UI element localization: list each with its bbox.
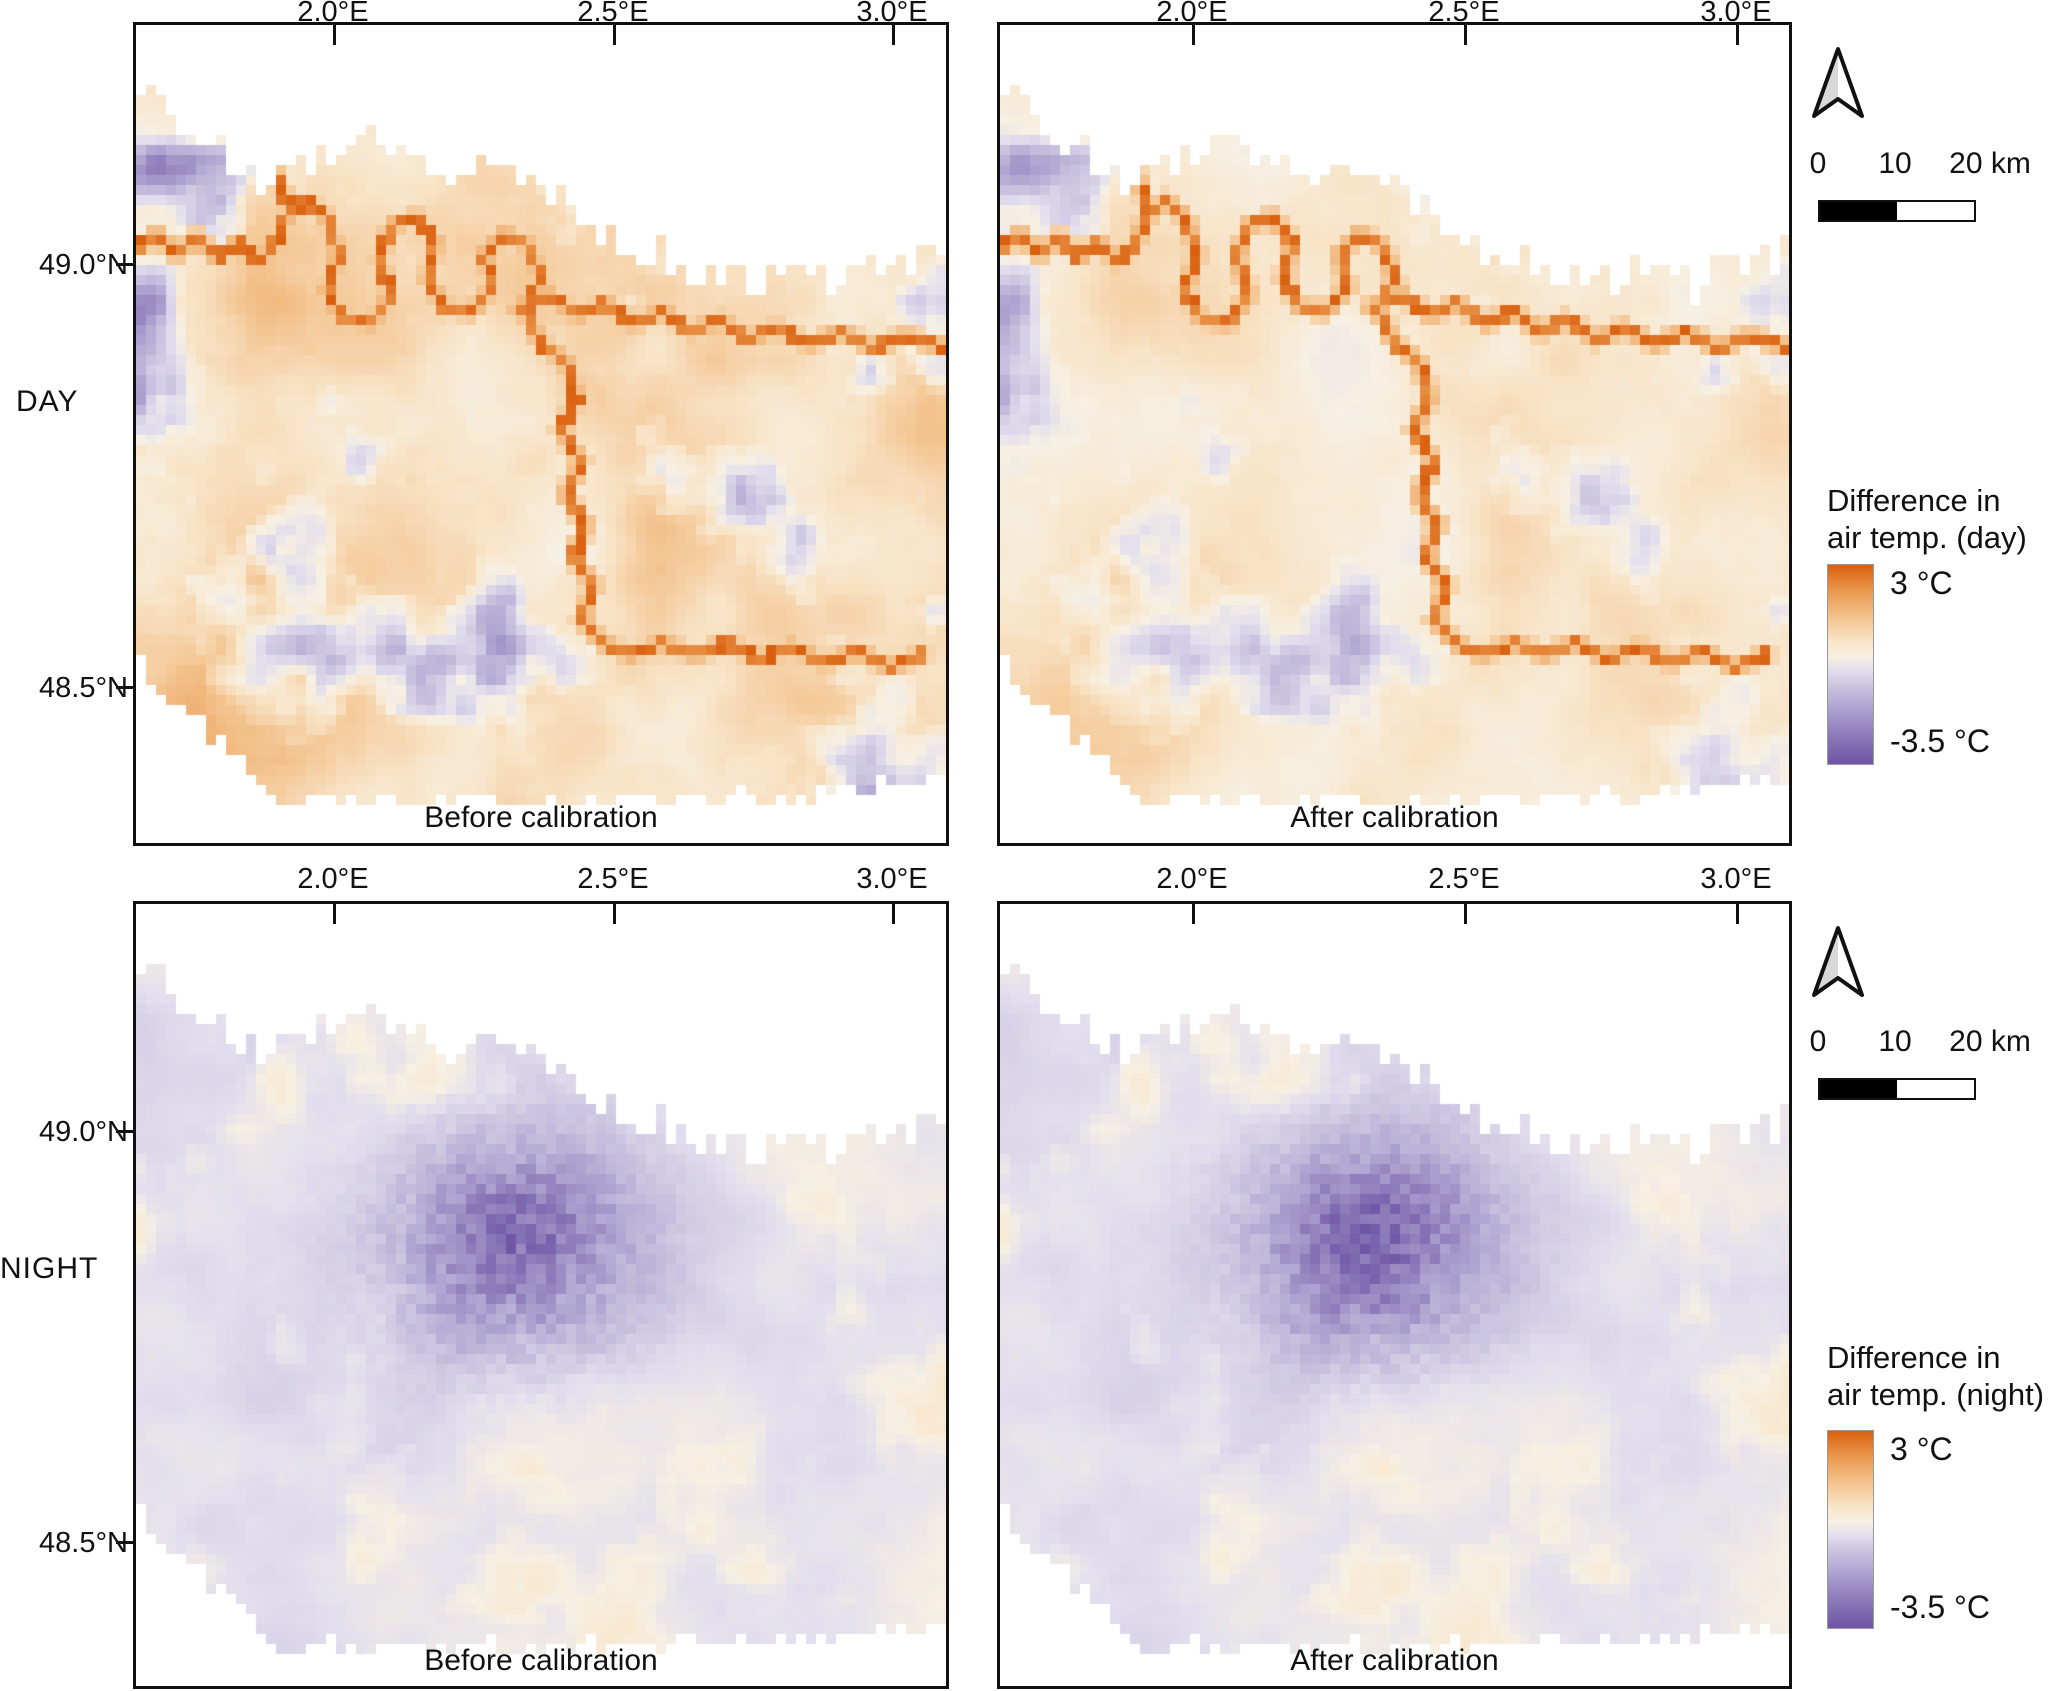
x-tick-mark — [892, 904, 895, 924]
y-tick-mark — [116, 1130, 133, 1133]
legend-title-line1: Difference in — [1827, 483, 2001, 518]
y-axis-label: 49.0°N — [39, 1116, 128, 1148]
legend-max-label: 3 °C — [1890, 1431, 1953, 1467]
map-panel-day-before: Before calibration — [133, 22, 949, 846]
x-axis-label: 2.5°E — [577, 863, 649, 895]
scale-bar — [1818, 200, 1976, 222]
legend-colorbar-day — [1827, 564, 1874, 765]
x-axis-label: 3.0°E — [1700, 863, 1772, 895]
scale-bar-segment-empty — [1897, 202, 1974, 220]
x-axis-label: 2.5°E — [1428, 863, 1500, 895]
x-axis-label: 2.0°E — [297, 863, 369, 895]
panel-caption: Before calibration — [424, 1644, 658, 1677]
north-arrow-icon — [1812, 47, 1864, 118]
legend-title-day: Difference in air temp. (day) — [1827, 482, 2027, 556]
map-panel-night-before: Before calibration — [133, 901, 949, 1689]
x-axis-label: 2.0°E — [297, 0, 369, 28]
scale-bar-segment-empty — [1897, 1080, 1974, 1098]
x-tick-mark — [1464, 25, 1467, 45]
north-arrow-icon — [1812, 926, 1864, 997]
legend-title-night: Difference in air temp. (night) — [1827, 1339, 2044, 1413]
legend-colorbar-night — [1827, 1430, 1874, 1629]
scale-bar-segment-filled — [1820, 1080, 1897, 1098]
x-tick-mark — [1736, 25, 1739, 45]
scale-bar-segment-filled — [1820, 202, 1897, 220]
scalebar-label-20km: 20 km — [1949, 1025, 2031, 1058]
panel-caption: Before calibration — [424, 801, 658, 834]
x-tick-mark — [1192, 25, 1195, 45]
y-tick-mark — [116, 1541, 133, 1544]
x-tick-mark — [333, 25, 336, 45]
row-label-day: DAY — [16, 385, 79, 418]
map-panel-night-after: After calibration — [997, 901, 1792, 1689]
y-axis-label: 48.5°N — [39, 672, 128, 704]
legend-min-label: -3.5 °C — [1890, 723, 1990, 759]
x-axis-label: 2.5°E — [1428, 0, 1500, 28]
scale-bar — [1818, 1078, 1976, 1100]
scalebar-label-10: 10 — [1878, 147, 1912, 180]
raster-day-after — [1000, 25, 1789, 843]
legend-title-line2: air temp. (night) — [1827, 1377, 2045, 1412]
x-tick-mark — [1736, 904, 1739, 924]
x-tick-mark — [1192, 904, 1195, 924]
x-axis-label: 3.0°E — [856, 0, 928, 28]
x-tick-mark — [892, 25, 895, 45]
legend-title-line1: Difference in — [1827, 1340, 2001, 1375]
raster-night-after — [1000, 904, 1789, 1686]
legend-max-label: 3 °C — [1890, 565, 1953, 601]
panel-caption: After calibration — [1290, 801, 1499, 834]
legend-title-line2: air temp. (day) — [1827, 520, 2027, 555]
scalebar-label-10: 10 — [1878, 1025, 1912, 1058]
x-axis-label: 3.0°E — [1700, 0, 1772, 28]
x-axis-label: 2.0°E — [1156, 0, 1228, 28]
x-axis-label: 2.5°E — [577, 0, 649, 28]
x-tick-mark — [333, 904, 336, 924]
raster-night-before — [136, 904, 946, 1686]
scalebar-label-0: 0 — [1809, 147, 1827, 180]
scalebar-label-0: 0 — [1809, 1025, 1827, 1058]
y-axis-label: 48.5°N — [39, 1527, 128, 1559]
x-tick-mark — [613, 25, 616, 45]
x-axis-label: 2.0°E — [1156, 863, 1228, 895]
scalebar-label-20km: 20 km — [1949, 147, 2031, 180]
x-tick-mark — [613, 904, 616, 924]
map-panel-day-after: After calibration — [997, 22, 1792, 846]
y-axis-label: 49.0°N — [39, 249, 128, 281]
legend-min-label: -3.5 °C — [1890, 1589, 1990, 1625]
row-label-night: NIGHT — [0, 1252, 99, 1285]
y-tick-mark — [116, 686, 133, 689]
x-axis-label: 3.0°E — [856, 863, 928, 895]
x-tick-mark — [1464, 904, 1467, 924]
panel-caption: After calibration — [1290, 1644, 1499, 1677]
y-tick-mark — [116, 263, 133, 266]
raster-day-before — [136, 25, 946, 843]
